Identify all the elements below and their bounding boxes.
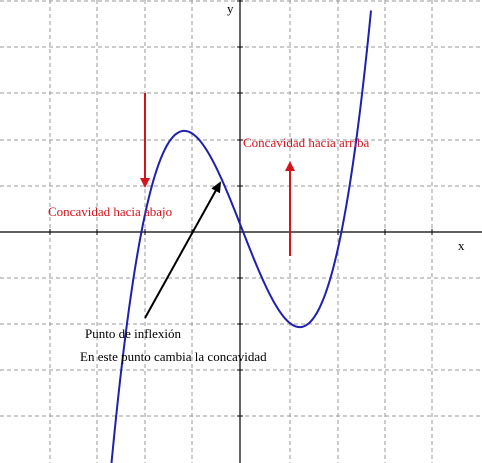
- x-axis-label: x: [458, 238, 465, 253]
- y-axis-label: y: [227, 1, 234, 16]
- inflection-title-label: Punto de inflexión: [85, 326, 182, 341]
- concave-up-label: Concavidad hacia arriba: [243, 135, 370, 150]
- inflection-note-label: En este punto cambia la concavidad: [80, 349, 267, 364]
- inflection-pointer-arrow: [144, 181, 221, 319]
- cubic-curve: [110, 10, 372, 463]
- concave-down-label: Concavidad hacia abajo: [48, 204, 172, 219]
